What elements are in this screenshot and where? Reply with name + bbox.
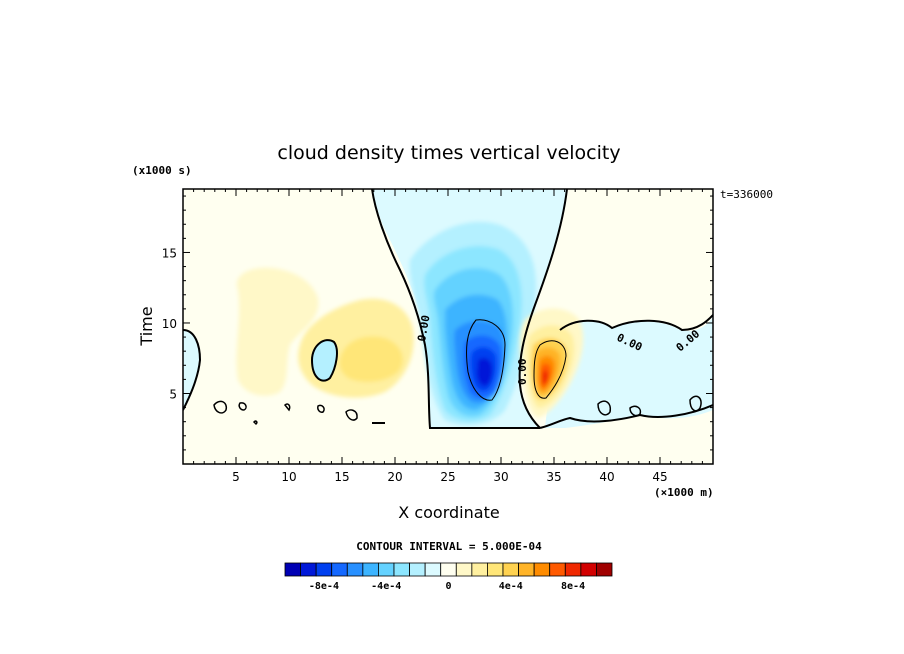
colorbar-swatch — [518, 562, 535, 577]
y-tick-label: 15 — [162, 246, 177, 260]
left-cyan-blob — [312, 340, 337, 381]
colorbar-swatch — [564, 562, 582, 577]
colorbar-swatch — [362, 562, 379, 577]
x-axis-title: X coordinate — [398, 503, 499, 522]
x-axis: 5 10 15 20 25 30 35 40 45 — [193, 189, 703, 484]
x-tick-label: 40 — [599, 470, 614, 484]
colorbar-swatch — [487, 562, 504, 577]
colorbar-swatch — [346, 562, 364, 577]
colorbar-swatch — [315, 562, 333, 577]
contour-interval-label: CONTOUR INTERVAL = 5.000E-04 — [356, 540, 542, 553]
x-tick-label: 30 — [493, 470, 508, 484]
colorbar-swatch — [331, 562, 348, 577]
colorbar-swatch — [284, 562, 301, 577]
x-tick-label: 10 — [281, 470, 296, 484]
colorbar-swatch — [440, 562, 457, 577]
colorbar-swatch — [378, 562, 395, 577]
colorbar-label: 0 — [445, 581, 451, 592]
colorbar-swatch — [580, 562, 597, 577]
x-tick-label: 15 — [334, 470, 349, 484]
y-tick-label: 5 — [169, 387, 177, 401]
colorbar-label: 8e-4 — [561, 581, 585, 592]
y-axis: 5 10 15 — [162, 195, 713, 451]
weak-positive-far-left — [236, 267, 319, 396]
far-left-cyan — [183, 330, 200, 410]
contour-label: 0.00 — [415, 314, 432, 342]
x-tick-label: 20 — [387, 470, 402, 484]
colorbar-label: -4e-4 — [371, 581, 401, 592]
negative-core — [409, 221, 536, 426]
colorbar: -8e-4 -4e-4 0 4e-4 8e-4 — [284, 562, 613, 592]
colorbar-swatch — [300, 562, 317, 577]
colorbar-swatch — [455, 562, 473, 577]
x-tick-label: 25 — [440, 470, 455, 484]
colorbar-swatch — [471, 562, 488, 577]
weak-positive-left-inner — [339, 336, 403, 382]
colorbar-swatch — [502, 562, 519, 577]
y-units-label: (x1000 s) — [132, 164, 192, 177]
colorbar-swatch — [596, 562, 613, 577]
colorbar-swatch — [424, 562, 442, 577]
y-tick-label: 10 — [162, 317, 177, 331]
plot-area: 0.00 0.00 0.00 0.00 — [183, 189, 713, 464]
colorbar-label: 4e-4 — [499, 581, 523, 592]
zero-contours — [183, 189, 713, 429]
x-tick-label: 35 — [546, 470, 561, 484]
colorbar-swatch — [393, 562, 410, 577]
x-tick-label: 45 — [652, 470, 667, 484]
colorbar-swatch — [409, 562, 426, 577]
x-units-label: (×1000 m) — [654, 486, 714, 499]
timestamp-label: t=336000 — [720, 188, 773, 201]
chart-title: cloud density times vertical velocity — [277, 142, 620, 164]
colorbar-label: -8e-4 — [309, 581, 339, 592]
right-cyan-region — [545, 315, 713, 428]
colorbar-swatch — [549, 562, 566, 577]
y-axis-title: Time — [137, 306, 156, 346]
colorbar-swatch — [533, 562, 551, 577]
x-tick-label: 5 — [232, 470, 240, 484]
contour-label: 0.00 — [516, 359, 529, 386]
